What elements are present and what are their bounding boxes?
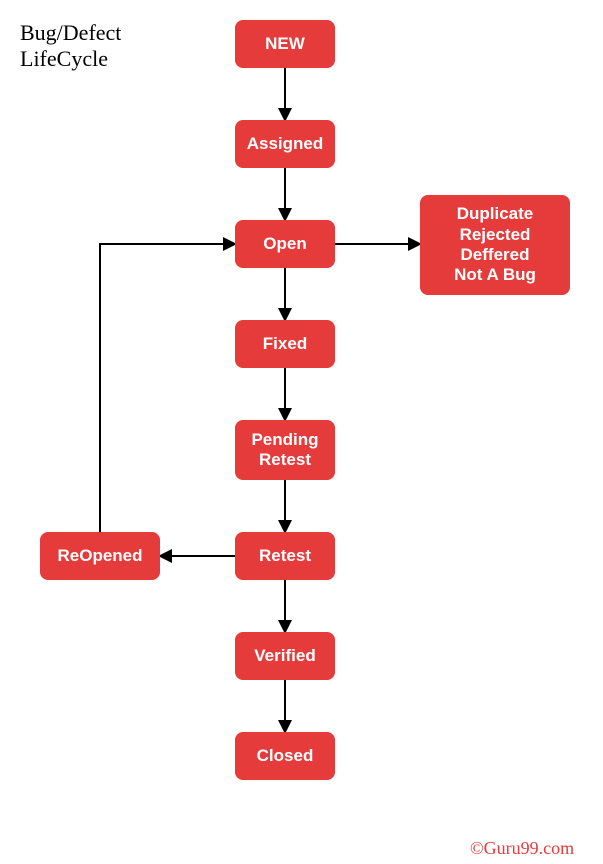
node-pending: Pending Retest <box>235 420 335 480</box>
node-assigned: Assigned <box>235 120 335 168</box>
node-retest: Retest <box>235 532 335 580</box>
node-dup: Duplicate Rejected Deffered Not A Bug <box>420 195 570 295</box>
node-fixed: Fixed <box>235 320 335 368</box>
edge-reopened-open <box>100 244 235 532</box>
node-verified: Verified <box>235 632 335 680</box>
diagram-title: Bug/Defect LifeCycle <box>20 20 121 72</box>
node-reopened: ReOpened <box>40 532 160 580</box>
node-closed: Closed <box>235 732 335 780</box>
node-open: Open <box>235 220 335 268</box>
node-new: NEW <box>235 20 335 68</box>
credit-text: ©Guru99.com <box>470 838 574 859</box>
